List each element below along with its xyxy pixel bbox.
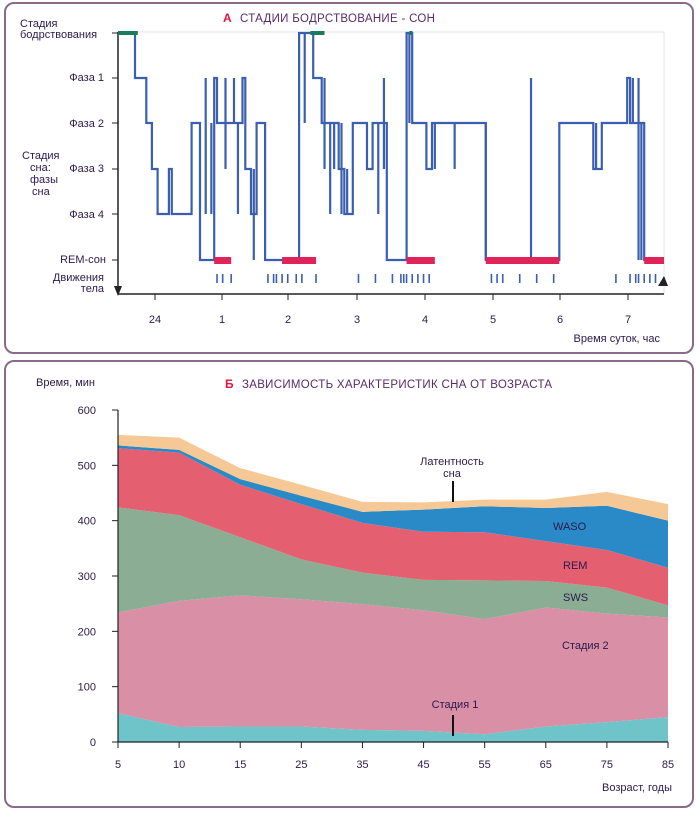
x-axis-arrow-icon (658, 276, 668, 286)
rem-segment (282, 257, 317, 264)
hypnogram-x-tick-label: 7 (625, 314, 631, 326)
hypnogram-x-tick-label: 2 (285, 314, 291, 326)
sleep-label-line3: фазы (30, 174, 58, 186)
rem-label: REM (563, 560, 587, 572)
panel-b-letter: Б (225, 377, 234, 391)
area-series-Стадия 2 (118, 595, 668, 735)
stage2-label: Стадия 2 (562, 640, 609, 652)
area-y-tick-label: 100 (78, 682, 96, 694)
wake-segment (310, 31, 325, 35)
area-chart-layer (118, 434, 668, 742)
sleep-label-line1: Стадия (22, 150, 60, 162)
rem-segment (644, 257, 664, 264)
area-x-tick-label: 15 (234, 759, 246, 771)
movement-label-line1: Движения (53, 272, 104, 284)
rem-segment (214, 257, 232, 264)
wake-label-line2: бодрствования (20, 29, 97, 41)
hypnogram-x-tick-label: 5 (490, 314, 496, 326)
area-series-Стадия 1 (118, 713, 668, 742)
hypnogram-x-label: Время суток, час (574, 333, 661, 345)
wake-label-line1: Стадия (20, 18, 58, 30)
area-x-tick-label: 45 (417, 759, 429, 771)
panel-a-title: СТАДИИ БОДРСТВОВАНИЕ - СОН (240, 13, 435, 25)
area-y-tick-label: 300 (78, 571, 96, 583)
panel-a-letter: А (223, 11, 232, 25)
area-y-tick-label: 400 (78, 516, 96, 528)
area-y-tick-label: 0 (90, 737, 96, 749)
area-x-tick-label: 5 (115, 759, 121, 771)
hypnogram-x-tick-label: 24 (149, 314, 161, 326)
waso-label: WASO (553, 521, 587, 533)
rem-segment (406, 257, 435, 264)
sleep-label-line2: сна: (30, 162, 51, 174)
panel-a-hypnogram (4, 2, 694, 354)
area-series-Латентность (118, 434, 668, 521)
area-x-ticks: 5 10 15 25 35 45 55 65 75 85 (115, 742, 674, 771)
area-x-tick-label: 55 (479, 759, 491, 771)
sleep-label-line4: сна (32, 186, 51, 198)
hypnogram-line (118, 31, 664, 262)
movement-label-line2: тела (81, 283, 105, 295)
area-series-SWS (118, 507, 668, 620)
area-y-tick-label: 600 (78, 405, 96, 417)
area-x-label: Возраст, годы (602, 782, 672, 794)
area-y-label: Время, мин (36, 377, 95, 389)
sws-label: SWS (563, 592, 588, 604)
stage-label-3: Фаза 3 (69, 163, 104, 175)
area-x-tick-label: 10 (173, 759, 185, 771)
stage-label-4: Фаза 4 (69, 209, 104, 221)
stage-label-1: Фаза 1 (69, 72, 104, 84)
latency-annotation-line2: сна (443, 468, 462, 480)
stage-label-rem: REM-сон (60, 254, 106, 266)
y-axis-arrow-icon (114, 286, 122, 296)
hypnogram-x-tick-label: 4 (422, 314, 428, 326)
hypnogram-x-tick-label: 3 (354, 314, 360, 326)
latency-annotation-line1: Латентность (420, 456, 484, 468)
stage-label-2: Фаза 2 (69, 118, 104, 130)
area-x-tick-label: 85 (662, 759, 674, 771)
stage1-label: Стадия 1 (432, 699, 479, 711)
area-x-tick-label: 65 (540, 759, 552, 771)
area-y-ticks: 0 100 200 300 400 500 600 (78, 405, 118, 749)
area-series-REM (118, 448, 668, 606)
area-series-WASO (118, 445, 668, 568)
hypnogram-x-ticks: 24 1 2 3 4 5 6 7 (149, 294, 631, 326)
area-y-tick-label: 500 (78, 460, 96, 472)
wake-segment (409, 31, 413, 35)
area-y-tick-label: 200 (78, 626, 96, 638)
hypnogram-x-tick-label: 1 (219, 314, 225, 326)
panel-b-title: ЗАВИСИМОСТЬ ХАРАКТЕРИСТИК СНА ОТ ВОЗРАСТ… (242, 379, 552, 391)
area-x-tick-label: 75 (601, 759, 613, 771)
area-x-tick-label: 25 (295, 759, 307, 771)
wake-segment (118, 31, 138, 35)
hypnogram-layer (118, 31, 664, 283)
rem-segment (485, 257, 560, 264)
area-x-tick-label: 35 (356, 759, 368, 771)
hypnogram-x-tick-label: 6 (557, 314, 563, 326)
